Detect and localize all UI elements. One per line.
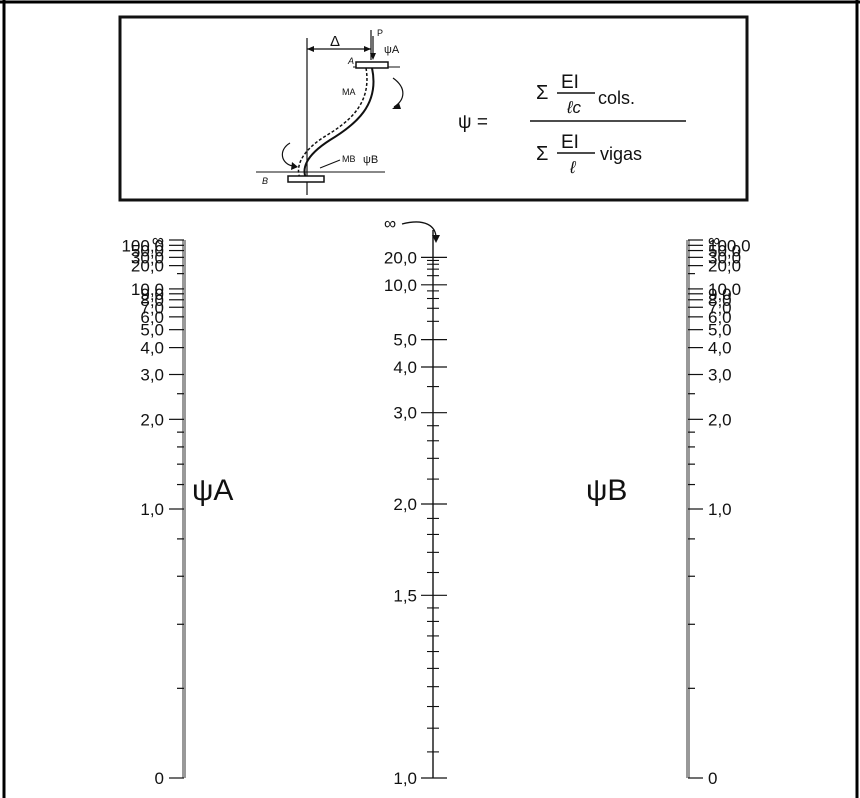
deflected-column-inner (297, 67, 368, 183)
psi-b-tick-label--: ∞ (708, 231, 720, 250)
psi-b-tick-label-6-0: 6,0 (708, 308, 732, 327)
psi-a-tick-label-9-0: 9,0 (140, 285, 164, 304)
psi-a-tick-label-4-0: 4,0 (140, 339, 164, 358)
psi-b-tick-label-9-0: 9,0 (708, 285, 732, 304)
k-tick-label-1-5: 1,5 (393, 586, 417, 605)
k-tick-label-4-0: 4,0 (393, 358, 417, 377)
psi-a-tick-label-8-0: 8,0 (140, 291, 164, 310)
k-tick-label-3-0: 3,0 (393, 404, 417, 423)
load-p-arrowhead (370, 53, 376, 60)
formula-sigma-top: Σ (536, 82, 548, 104)
psi-b-axis-label: ψB (586, 474, 627, 507)
psi-a-tick-label-7-0: 7,0 (140, 298, 164, 317)
deflected-column-outer (303, 67, 375, 183)
psi-b-tick-label-3-0: 3,0 (708, 366, 732, 385)
psi-b-tick-label-50-0: 50,0 (708, 242, 741, 261)
formula-psi-equals: ψ = (458, 112, 488, 133)
formula-l: ℓ (569, 158, 576, 177)
delta-label: Δ (330, 33, 340, 50)
k-tick-label-1-0: 1,0 (393, 769, 417, 788)
moment-b-label: MB (342, 154, 356, 164)
inset-frame (118, 15, 749, 202)
k-scale: ∞ 20,0 10,0 5,0 4,0 3,0 2,0 1,5 1,0 (384, 214, 447, 788)
formula-cols: cols. (598, 88, 635, 108)
psi-a-inset-label: ψA (384, 44, 400, 56)
joint-b-label: B (262, 176, 268, 186)
psi-a-tick-label--: ∞ (152, 231, 164, 250)
moment-a-arrow (392, 77, 404, 108)
psi-a-tick-label-10-0: 10,0 (131, 280, 164, 299)
k-tick-label-10-0: 10,0 (384, 276, 417, 295)
inset-box: Δ P ψA A MA MB ψB B ψ = Σ E (118, 15, 749, 202)
moment-b-arrowhead (291, 162, 298, 170)
psi-b-tick-label-8-0: 8,0 (708, 291, 732, 310)
load-p-label: P (377, 28, 383, 38)
k-tick-label-inf: ∞ (384, 214, 396, 233)
delta-arrow-right (364, 46, 371, 52)
psi-a-tick-label-2-0: 2,0 (140, 410, 164, 429)
k-tick-label-5-0: 5,0 (393, 331, 417, 350)
moment-a-arrowhead (392, 103, 401, 109)
formula-ei-top: EI (561, 72, 579, 93)
k-tick-label-20-0: 20,0 (384, 248, 417, 267)
delta-arrow-left (307, 46, 314, 52)
psi-b-tick-label-7-0: 7,0 (708, 298, 732, 317)
formula-vigas: vigas (600, 144, 642, 164)
formula-sigma-bottom: Σ (536, 143, 548, 165)
psi-b-tick-label-2-0: 2,0 (708, 410, 732, 429)
psi-a-tick-label-3-0: 3,0 (140, 366, 164, 385)
column-sketch: Δ P ψA A MA MB ψB B (256, 28, 404, 195)
psi-b-scale: ∞100,050,030,020,0 10,09,08,07,06,05,04,0… (686, 231, 751, 788)
psi-a-axis-label: ψA (192, 474, 233, 507)
k-tick-label-2-0: 2,0 (393, 495, 417, 514)
psi-a-tick-label-20-0: 20,0 (131, 257, 164, 276)
psi-a-tick-label-1-0: 1,0 (140, 500, 164, 519)
psi-a-tick-label-5-0: 5,0 (140, 321, 164, 340)
k-infinity-arrow (401, 221, 437, 239)
psi-a-tick-label-100-0: 100,0 (121, 236, 164, 255)
top-joint (355, 61, 389, 69)
psi-b-tick-label-100-0: 100,0 (708, 236, 751, 255)
psi-a-tick-label-0: 0 (155, 769, 164, 788)
moment-b-arrow (281, 142, 294, 167)
psi-a-scale: ∞100,050,030,020,0 10,09,08,07,06,05,04,0… (121, 231, 186, 788)
psi-b-tick-label-1-0: 1,0 (708, 500, 732, 519)
moment-b-leader (319, 159, 341, 169)
psi-b-tick-label-10-0: 10,0 (708, 280, 741, 299)
formula-lc: ℓc (566, 98, 581, 117)
bottom-joint (287, 175, 325, 183)
psi-formula: ψ = Σ EI ℓc cols. Σ EI ℓ vigas (458, 72, 686, 177)
psi-b-tick-label-30-0: 30,0 (708, 248, 741, 267)
psi-b-tick-label-5-0: 5,0 (708, 321, 732, 340)
psi-a-tick-label-6-0: 6,0 (140, 308, 164, 327)
psi-a-tick-label-30-0: 30,0 (131, 248, 164, 267)
psi-b-tick-label-20-0: 20,0 (708, 257, 741, 276)
joint-a-label: A (347, 56, 354, 66)
psi-b-tick-label-0: 0 (708, 769, 717, 788)
psi-a-tick-label-50-0: 50,0 (131, 242, 164, 261)
k-infinity-arrowhead (432, 235, 440, 243)
psi-b-inset-label: ψB (363, 154, 378, 166)
moment-a-label: MA (342, 87, 356, 97)
psi-b-tick-label-4-0: 4,0 (708, 339, 732, 358)
formula-ei-bottom: EI (561, 132, 579, 153)
